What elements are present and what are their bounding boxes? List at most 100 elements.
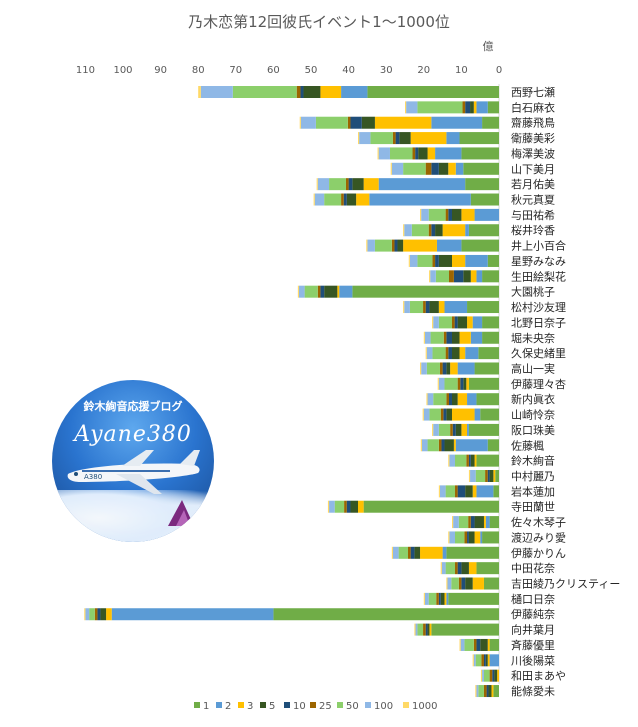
bar-segment xyxy=(433,316,439,329)
bar-segment xyxy=(453,516,459,529)
bar-segment xyxy=(417,254,433,267)
bar-segment xyxy=(425,347,427,360)
bar-segment xyxy=(493,685,499,698)
bar-segment xyxy=(346,193,357,206)
member-name-label: 能條愛未 xyxy=(511,684,555,698)
bar-segment xyxy=(100,608,107,621)
bar-segment xyxy=(461,208,475,221)
bar-segment xyxy=(425,623,428,636)
bar-segment xyxy=(198,86,201,98)
x-tick-label: 40 xyxy=(342,65,355,76)
bar-segment xyxy=(438,316,452,329)
bar-segment xyxy=(432,347,446,360)
bar-segment xyxy=(433,423,439,436)
bar-segment xyxy=(465,101,471,114)
bar-segment xyxy=(489,516,499,529)
bar-segment xyxy=(481,654,484,667)
bar-segment xyxy=(459,331,471,344)
bar-segment xyxy=(361,116,375,129)
bar-segment xyxy=(465,178,499,191)
bar-segment xyxy=(432,254,436,267)
bar-segment xyxy=(415,147,419,160)
bar-segment xyxy=(489,654,499,667)
bar-segment xyxy=(487,254,499,267)
bar-segment xyxy=(450,423,453,436)
bar-segment xyxy=(428,208,446,221)
bar-segment xyxy=(451,577,459,590)
bar-segment xyxy=(447,577,452,590)
bar-segment xyxy=(411,224,429,237)
bar-segment xyxy=(352,285,499,298)
x-tick-label: 50 xyxy=(305,65,318,76)
bar-segment xyxy=(452,208,462,221)
bar-segment xyxy=(465,577,473,590)
bar-segment xyxy=(455,531,465,544)
bar-segment xyxy=(465,485,473,498)
bar-segment xyxy=(474,516,484,529)
bar-segment xyxy=(97,608,101,621)
bar-segment xyxy=(350,500,358,513)
bar-segment xyxy=(359,132,371,145)
member-name-label: 中村麗乃 xyxy=(511,469,555,483)
bar-segment xyxy=(464,638,474,651)
bar-segment xyxy=(446,408,452,421)
member-name-label: 斉藤優里 xyxy=(511,638,555,652)
unit-label: 億 xyxy=(483,40,494,53)
member-name-label: 中田花奈 xyxy=(511,561,555,575)
bar-segment xyxy=(297,285,299,298)
bar-segment xyxy=(474,408,481,421)
legend-swatch xyxy=(194,702,200,708)
bar-segment xyxy=(461,147,499,160)
bar-segment xyxy=(468,377,499,390)
bar-segment xyxy=(474,362,499,375)
bar-segment xyxy=(329,178,346,191)
bar-segment xyxy=(403,239,437,252)
member-name-label: 大園桃子 xyxy=(511,285,555,299)
bar-segment xyxy=(483,577,499,590)
bar-segment xyxy=(445,562,456,575)
bar-segment xyxy=(458,577,462,590)
airplane-icon: A380 xyxy=(67,450,200,494)
bar-segment xyxy=(445,485,456,498)
bar-segment xyxy=(478,685,484,698)
bar-segment xyxy=(446,362,451,375)
bar-segment xyxy=(232,86,297,98)
bar-segment xyxy=(452,393,458,406)
bar-segment xyxy=(410,132,447,145)
bar-segment xyxy=(472,485,477,498)
bar-segment xyxy=(457,562,462,575)
bar-segment xyxy=(473,638,477,651)
bar-segment xyxy=(429,301,439,314)
member-name-label: 西野七瀬 xyxy=(511,85,555,99)
legend-label: 10 xyxy=(293,701,306,712)
bar-segment xyxy=(422,408,424,421)
member-name-label: 松村沙友理 xyxy=(511,300,566,314)
bar-segment xyxy=(341,86,368,98)
bar-segment xyxy=(491,685,494,698)
bar-segment xyxy=(392,132,396,145)
bar-segment xyxy=(480,531,483,544)
bar-segment xyxy=(468,224,499,237)
logo-title: Ayane380 xyxy=(74,422,192,447)
bar-segment xyxy=(414,546,421,559)
bar-segment xyxy=(300,116,316,129)
bar-segment xyxy=(448,162,456,175)
bar-segment xyxy=(482,116,499,129)
bar-segment xyxy=(317,178,330,191)
bar-segment xyxy=(493,485,499,498)
bar-segment xyxy=(433,393,447,406)
bar-segment xyxy=(438,423,451,436)
bar-segment xyxy=(475,654,482,667)
bar-segment xyxy=(468,454,471,467)
bar-segment xyxy=(438,162,449,175)
bar-segment xyxy=(476,393,499,406)
logo-badge-text: A380 xyxy=(84,473,102,481)
bar-segment xyxy=(426,393,428,406)
bar-segment xyxy=(421,208,429,221)
bar-segment xyxy=(448,347,452,360)
bar-segment xyxy=(446,577,448,590)
member-name-label: 吉田綾乃クリスティー xyxy=(511,578,620,591)
x-tick-label: 110 xyxy=(76,65,95,76)
bar-segment xyxy=(348,178,353,191)
bar-segment xyxy=(394,239,398,252)
